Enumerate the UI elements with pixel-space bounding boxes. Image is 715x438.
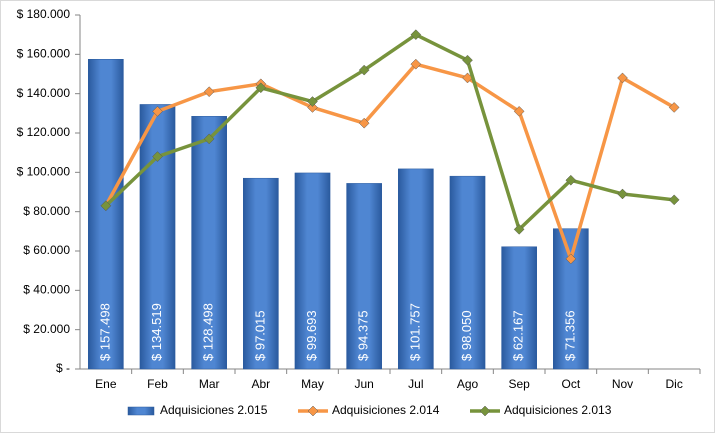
y-tick-label: $ 140.000: [17, 86, 71, 100]
marker: [565, 174, 577, 186]
x-tick-label: Oct: [561, 377, 580, 391]
x-tick-label: Dic: [665, 377, 682, 391]
marker: [565, 253, 577, 265]
legend-marker: [307, 405, 319, 417]
value-label: $ 134.519: [149, 303, 164, 361]
x-tick-label: Jul: [408, 377, 423, 391]
marker: [255, 82, 267, 94]
marker: [152, 106, 163, 117]
marker: [617, 72, 628, 84]
value-label: $ 101.757: [407, 303, 422, 361]
y-tick-label: $ 40.000: [23, 283, 70, 297]
marker: [513, 106, 525, 117]
y-tick-label: $ -: [56, 361, 70, 375]
marker: [410, 29, 422, 41]
x-tick-label: Mar: [199, 377, 220, 391]
line: [104, 62, 676, 261]
x-tick-label: Ene: [95, 377, 117, 391]
y-tick-label: $ 20.000: [23, 322, 70, 336]
legend-marker: [479, 405, 491, 417]
bar: [88, 59, 124, 370]
y-tick-label: $ 120.000: [17, 125, 71, 139]
value-label: $ 94.375: [356, 310, 371, 361]
bar: [553, 228, 589, 370]
legend-label: Adquisiciones 2.013: [504, 403, 612, 417]
value-label: $ 157.498: [97, 303, 112, 361]
value-label: $ 98.050: [459, 310, 474, 361]
x-tick-label: Jun: [354, 377, 373, 391]
line: [104, 32, 675, 232]
legend-label: Adquisiciones 2.015: [160, 403, 268, 417]
y-tick-label: $ 160.000: [17, 47, 71, 61]
x-tick-label: May: [301, 377, 324, 391]
bar: [243, 177, 279, 370]
bar: [449, 175, 486, 370]
marker: [100, 200, 112, 212]
x-tick-label: Nov: [612, 377, 633, 391]
value-label: $ 97.015: [252, 310, 267, 361]
value-label: $ 71.356: [562, 310, 577, 361]
y-tick-label: $ 80.000: [23, 204, 70, 218]
x-tick-label: Abr: [251, 377, 270, 391]
marker: [152, 151, 163, 162]
marker: [358, 64, 370, 76]
bar: [191, 116, 227, 370]
marker: [307, 96, 318, 107]
marker: [203, 86, 215, 98]
bar: [346, 183, 382, 370]
marker: [203, 133, 215, 145]
marker: [617, 188, 628, 200]
x-tick-label: Feb: [147, 377, 168, 391]
y-tick-label: $ 60.000: [23, 243, 70, 257]
value-label: $ 62.167: [511, 310, 526, 361]
value-label: $ 99.693: [304, 310, 319, 361]
marker: [668, 102, 680, 113]
marker: [513, 224, 525, 235]
marker: [462, 54, 473, 66]
marker: [668, 194, 680, 206]
bar: [398, 168, 434, 370]
bar: [294, 172, 331, 370]
legend-label: Adquisiciones 2.014: [332, 403, 440, 417]
y-tick-label: $ 180.000: [17, 7, 71, 21]
bar: [139, 104, 176, 370]
y-tick-label: $ 100.000: [17, 165, 71, 179]
x-tick-label: Sep: [508, 377, 530, 391]
bar: [501, 246, 537, 370]
legend-swatch: [127, 406, 155, 416]
x-tick-label: Ago: [457, 377, 479, 391]
marker: [307, 102, 318, 113]
marker: [410, 58, 422, 70]
value-label: $ 128.498: [201, 303, 216, 361]
marker: [358, 117, 370, 129]
